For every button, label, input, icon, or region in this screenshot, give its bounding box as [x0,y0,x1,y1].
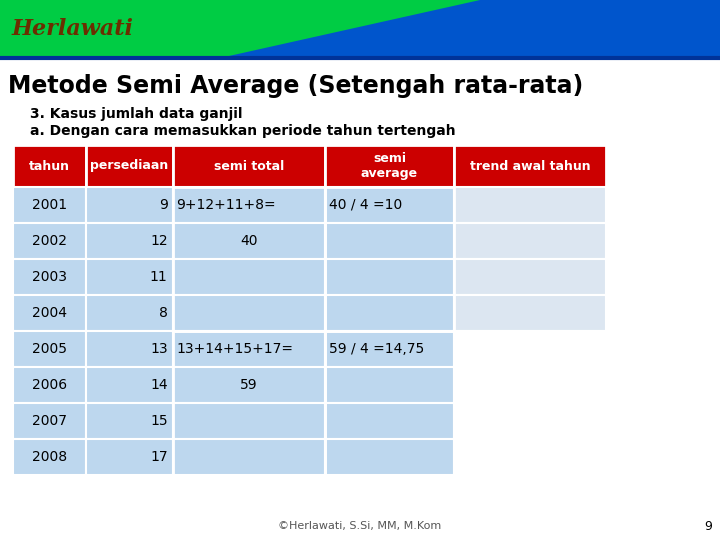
Bar [13,187,86,223]
Text: 8: 8 [158,306,168,320]
Bar [173,187,325,331]
Bar [325,223,454,259]
Bar [325,367,454,403]
Text: 2006: 2006 [32,378,67,392]
Bar [86,223,173,259]
Bar [454,259,606,295]
Bar [173,403,325,439]
Bar [325,259,454,295]
Text: 40 / 4 =10: 40 / 4 =10 [329,198,402,212]
Bar [13,295,86,331]
Text: semi
average: semi average [361,152,418,180]
Bar [86,187,173,223]
Text: 2008: 2008 [32,450,67,464]
Text: 11: 11 [150,270,168,284]
Bar [454,439,606,475]
Text: 2001: 2001 [32,198,67,212]
Bar [454,367,606,403]
Bar [13,145,86,187]
Bar [325,295,454,331]
Text: 9: 9 [158,198,168,212]
Text: Herlawati: Herlawati [12,18,134,40]
Text: ©Herlawati, S.Si, MM, M.Kom: ©Herlawati, S.Si, MM, M.Kom [279,521,441,531]
Bar [325,145,454,187]
Text: 14: 14 [150,378,168,392]
Text: persediaan: persediaan [90,159,168,172]
Text: 15: 15 [150,414,168,428]
Text: Metode Semi Average (Setengah rata-rata): Metode Semi Average (Setengah rata-rata) [8,74,583,98]
Text: 3. Kasus jumlah data ganjil: 3. Kasus jumlah data ganjil [30,107,243,121]
Text: 2007: 2007 [32,414,67,428]
Text: a. Dengan cara memasukkan periode tahun tertengah: a. Dengan cara memasukkan periode tahun … [30,124,456,138]
Bar [173,367,325,403]
Text: 2003: 2003 [32,270,67,284]
Bar [173,439,325,475]
Bar [325,331,454,367]
Text: 13: 13 [150,342,168,356]
Bar [454,187,606,223]
Bar [86,331,173,367]
Text: 2002: 2002 [32,234,67,248]
Text: 17: 17 [150,450,168,464]
Text: 9+12+11+8=: 9+12+11+8= [176,198,276,212]
Text: semi total: semi total [214,159,284,172]
Bar [13,439,86,475]
Bar [173,295,325,331]
Bar [86,439,173,475]
Bar [86,145,173,187]
Bar [13,403,86,439]
Bar [86,259,173,295]
Bar [325,187,454,331]
Text: 13+14+15+17=: 13+14+15+17= [176,342,294,356]
Polygon shape [0,0,720,58]
Bar [173,331,325,475]
Bar [173,145,325,187]
Bar [325,331,454,475]
Bar [454,223,606,259]
Bar [325,403,454,439]
Bar [173,187,325,223]
Bar [325,439,454,475]
Bar [454,331,606,367]
Text: 12: 12 [150,234,168,248]
Bar [454,403,606,439]
Bar [86,367,173,403]
Bar [86,295,173,331]
Bar [325,187,454,223]
Text: 9: 9 [704,519,712,532]
Text: 59: 59 [240,378,258,392]
Text: trend awal tahun: trend awal tahun [469,159,590,172]
Polygon shape [220,0,720,58]
Text: tahun: tahun [29,159,70,172]
Bar [13,331,86,367]
Bar [173,331,325,367]
Bar [173,259,325,295]
Text: 40: 40 [240,234,258,248]
Bar [86,403,173,439]
Text: 2005: 2005 [32,342,67,356]
Bar [13,367,86,403]
Bar [454,295,606,331]
Bar [13,259,86,295]
Text: 59 / 4 =14,75: 59 / 4 =14,75 [329,342,425,356]
Text: 2004: 2004 [32,306,67,320]
Bar [173,223,325,259]
Bar [13,223,86,259]
Bar [454,145,606,187]
